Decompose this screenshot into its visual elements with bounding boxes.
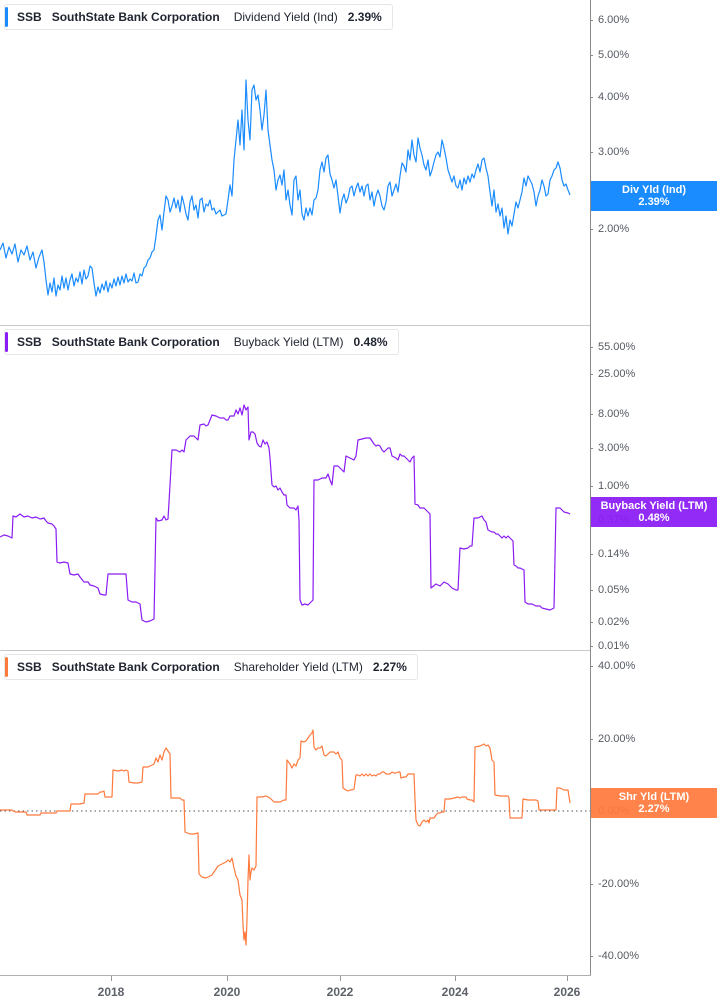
last-value-flag-buyback: Buyback Yield (LTM) 0.48% xyxy=(591,497,717,527)
legend-shareholder-yield: SSB SouthState Bank Corporation Sharehol… xyxy=(4,654,418,680)
x-label-2018: 2018 xyxy=(97,985,125,999)
x-tick xyxy=(567,976,568,981)
company-name: SouthState Bank Corporation xyxy=(51,10,220,24)
flag-label: Shr Yld (LTM) xyxy=(618,791,690,803)
series-color-swatch xyxy=(5,657,8,677)
y-tick: 0.14% xyxy=(589,548,629,560)
series-color-swatch xyxy=(5,332,8,352)
panel-separator xyxy=(0,650,590,651)
metric-name: Buyback Yield (LTM) xyxy=(233,335,344,349)
y-tick: 3.00% xyxy=(589,146,629,158)
x-label-2026: 2026 xyxy=(553,985,581,999)
ticker-label: SSB xyxy=(17,660,42,674)
dividend-yield-line xyxy=(0,79,571,297)
x-label-2020: 2020 xyxy=(213,985,241,999)
x-tick xyxy=(111,976,112,981)
y-tick: 4.00% xyxy=(589,91,629,103)
y-axis-line xyxy=(590,0,591,975)
metric-name: Shareholder Yield (LTM) xyxy=(233,660,363,674)
flag-label: Div Yld (Ind) xyxy=(622,184,686,196)
y-tick: 2.00% xyxy=(589,223,629,235)
metric-value: 0.48% xyxy=(353,335,388,349)
last-value-flag-shareholder: Shr Yld (LTM) 2.27% xyxy=(591,788,717,818)
flag-label: Buyback Yield (LTM) xyxy=(600,500,708,512)
y-tick: 40.00% xyxy=(589,660,635,672)
legend-buyback-yield: SSB SouthState Bank Corporation Buyback … xyxy=(4,329,399,355)
ticker-label: SSB xyxy=(17,335,42,349)
y-tick: 5.00% xyxy=(589,49,629,61)
y-tick: 20.00% xyxy=(589,733,635,745)
metric-value: 2.39% xyxy=(347,10,382,24)
y-tick: 0.05% xyxy=(589,584,629,596)
series-color-swatch xyxy=(5,7,8,27)
buyback-yield-line xyxy=(0,404,571,623)
panel-separator xyxy=(0,325,590,326)
chart-plot-area xyxy=(0,79,590,946)
shareholder-yield-line xyxy=(0,729,571,946)
x-label-2022: 2022 xyxy=(326,985,354,999)
ticker-label: SSB xyxy=(17,10,42,24)
x-tick xyxy=(340,976,341,981)
legend-dividend-yield: SSB SouthState Bank Corporation Dividend… xyxy=(4,4,393,30)
y-tick: 55.00% xyxy=(589,341,635,353)
flag-value: 0.48% xyxy=(638,512,670,524)
y-tick: 3.00% xyxy=(589,442,629,454)
company-name: SouthState Bank Corporation xyxy=(51,660,220,674)
x-label-2024: 2024 xyxy=(441,985,469,999)
y-tick: 0.02% xyxy=(589,616,629,628)
y-tick: -40.00% xyxy=(590,950,639,962)
flag-value: 2.27% xyxy=(638,803,670,815)
last-value-flag-dividend: Div Yld (Ind) 2.39% xyxy=(591,181,717,211)
metric-name: Dividend Yield (Ind) xyxy=(233,10,338,24)
flag-value: 2.39% xyxy=(638,196,670,208)
y-tick: 0.01% xyxy=(589,640,629,652)
y-tick: 25.00% xyxy=(589,368,635,380)
y-tick: -20.00% xyxy=(590,878,639,890)
x-tick xyxy=(455,976,456,981)
y-tick: 8.00% xyxy=(589,408,629,420)
metric-value: 2.27% xyxy=(372,660,407,674)
y-tick: 1.00% xyxy=(589,480,629,492)
y-tick: 6.00% xyxy=(589,14,629,26)
company-name: SouthState Bank Corporation xyxy=(51,335,220,349)
x-axis-line xyxy=(0,975,591,976)
x-tick xyxy=(227,976,228,981)
